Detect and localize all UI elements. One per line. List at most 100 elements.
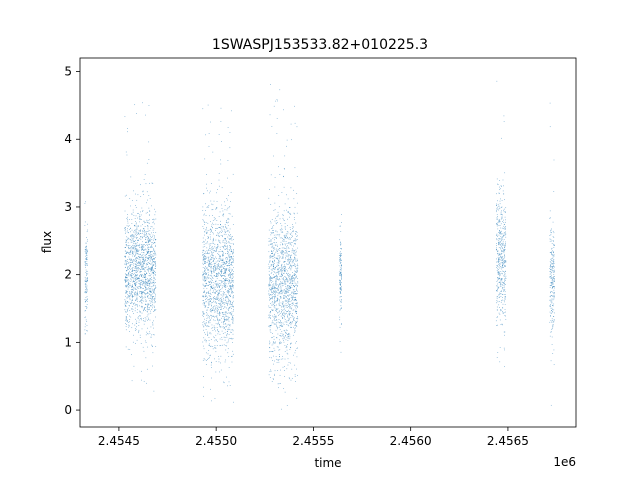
data-point <box>126 324 127 325</box>
data-point <box>144 273 146 275</box>
data-point <box>206 232 207 234</box>
data-point <box>293 245 294 247</box>
data-point <box>500 233 502 235</box>
data-point <box>213 269 215 270</box>
data-point <box>276 248 278 250</box>
data-point <box>204 278 205 280</box>
data-point <box>292 236 294 238</box>
data-point <box>222 333 224 334</box>
data-point <box>85 253 87 255</box>
data-point <box>148 282 150 284</box>
data-point <box>292 274 294 276</box>
data-point <box>268 294 270 296</box>
data-point <box>294 328 296 330</box>
data-point <box>285 290 287 292</box>
data-point <box>339 260 341 261</box>
data-point <box>139 274 141 276</box>
data-point <box>84 280 86 282</box>
data-point <box>271 304 273 306</box>
data-point <box>497 296 498 297</box>
data-point <box>295 310 296 312</box>
data-point <box>85 269 87 271</box>
data-point <box>129 331 130 332</box>
data-point <box>87 263 88 265</box>
data-point <box>147 327 148 329</box>
data-point <box>276 322 278 323</box>
data-point <box>221 265 223 267</box>
data-point <box>340 273 342 274</box>
data-point <box>294 277 296 279</box>
data-point <box>86 245 87 247</box>
data-point <box>295 271 297 273</box>
data-point <box>501 186 502 187</box>
data-point <box>153 302 155 304</box>
data-point <box>273 274 274 276</box>
data-point <box>229 385 231 386</box>
data-point <box>203 257 204 258</box>
data-point <box>219 251 221 252</box>
data-point <box>145 294 147 295</box>
data-point <box>275 281 277 283</box>
data-point <box>207 236 209 237</box>
data-point <box>498 294 499 296</box>
data-point <box>208 205 210 206</box>
data-point <box>232 281 234 283</box>
data-point <box>229 242 231 244</box>
data-point <box>139 305 140 307</box>
data-point <box>219 211 221 213</box>
data-point <box>278 259 280 261</box>
data-point <box>340 291 341 293</box>
data-point <box>277 278 279 280</box>
data-point <box>229 295 230 297</box>
data-point <box>296 212 298 214</box>
data-point <box>289 207 290 208</box>
data-point <box>139 312 141 314</box>
data-point <box>294 167 296 169</box>
data-point <box>125 304 126 306</box>
data-point <box>150 305 151 307</box>
data-point <box>340 287 341 289</box>
data-point <box>339 289 341 290</box>
data-point <box>505 315 506 317</box>
data-point <box>269 279 271 281</box>
data-point <box>211 275 213 277</box>
data-point <box>214 293 216 294</box>
data-point <box>271 289 272 291</box>
data-point <box>287 231 289 233</box>
data-point <box>132 252 134 254</box>
data-point <box>142 260 144 262</box>
data-point <box>134 264 136 265</box>
data-point <box>273 285 275 287</box>
data-point <box>151 301 153 303</box>
data-point <box>86 299 88 301</box>
data-point <box>144 293 145 295</box>
data-point <box>272 260 274 262</box>
data-point <box>289 212 291 214</box>
data-point <box>272 296 273 298</box>
data-point <box>219 231 221 233</box>
data-point <box>147 251 149 253</box>
data-point <box>209 309 211 311</box>
data-point <box>225 253 226 254</box>
data-point <box>138 267 139 268</box>
data-point <box>499 237 501 239</box>
data-point <box>144 286 146 287</box>
data-point <box>132 259 134 261</box>
data-point <box>503 299 505 301</box>
data-point <box>143 308 145 310</box>
data-point <box>283 240 285 242</box>
data-point <box>85 279 87 281</box>
data-point <box>213 336 214 338</box>
data-point <box>288 377 290 379</box>
data-point <box>226 301 228 303</box>
data-point <box>504 266 506 267</box>
data-point <box>276 304 277 306</box>
data-point <box>211 316 213 317</box>
data-point <box>293 354 294 356</box>
data-point <box>153 241 155 243</box>
data-point <box>269 278 271 279</box>
data-point <box>551 240 553 242</box>
data-point <box>226 221 227 223</box>
data-point <box>505 219 506 221</box>
data-point <box>275 316 277 318</box>
